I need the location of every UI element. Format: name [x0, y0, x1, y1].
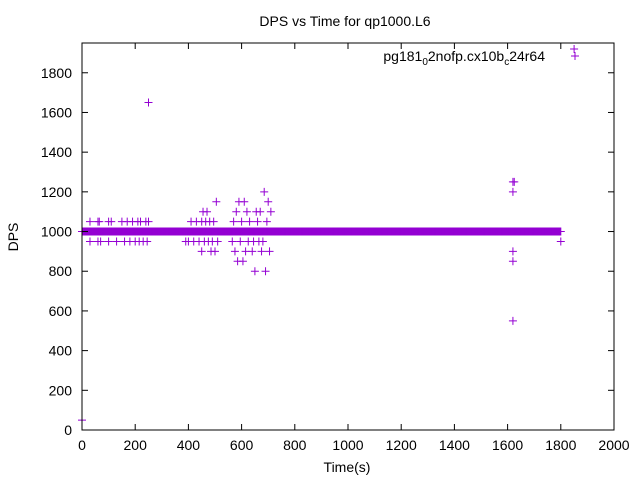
data-point — [508, 316, 517, 325]
data-point — [209, 217, 218, 226]
data-point — [264, 197, 273, 206]
y-tick-label: 400 — [49, 343, 73, 359]
data-point — [229, 217, 238, 226]
legend-label-subscript: c — [504, 57, 509, 68]
data-point — [144, 217, 153, 226]
legend-label-part: 2nofp.cx10b — [428, 48, 504, 64]
data-point — [104, 237, 113, 246]
legend: pg18102nofp.cx10bc24r64 — [383, 48, 579, 68]
data-point — [112, 237, 121, 246]
data-point — [556, 227, 565, 236]
x-tick-label: 1200 — [386, 437, 417, 453]
chart-title: DPS vs Time for qp1000.L6 — [259, 13, 430, 29]
plot-area — [78, 44, 579, 425]
data-point — [238, 257, 247, 266]
data-point — [232, 207, 241, 216]
data-point — [508, 257, 517, 266]
data-point — [265, 247, 274, 256]
data-point — [556, 237, 565, 246]
data-point — [261, 267, 270, 276]
data-point — [95, 217, 104, 226]
data-point — [240, 197, 249, 206]
data-point — [260, 187, 269, 196]
data-point — [262, 217, 271, 226]
data-point — [253, 217, 262, 226]
y-tick-label: 0 — [64, 422, 72, 438]
x-tick-label: 1800 — [545, 437, 576, 453]
data-point — [96, 237, 105, 246]
data-point — [107, 217, 116, 226]
data-point — [570, 44, 579, 53]
data-point — [85, 217, 94, 226]
legend-label-subscript: 0 — [422, 57, 428, 68]
data-point — [211, 247, 219, 256]
data-point — [230, 247, 239, 256]
data-point — [212, 197, 221, 206]
data-point — [203, 207, 212, 216]
data-point — [228, 237, 237, 246]
y-axis-label: DPS — [5, 223, 21, 252]
x-tick-label: 800 — [283, 437, 307, 453]
data-point — [197, 247, 206, 256]
x-axis-label: Time(s) — [324, 459, 371, 475]
x-tick-label: 600 — [230, 437, 254, 453]
data-point — [257, 247, 266, 256]
data-point — [248, 247, 257, 256]
legend-marker — [571, 52, 579, 60]
data-point — [85, 237, 94, 246]
plot-frame — [81, 42, 615, 431]
x-tick-label: 1600 — [492, 437, 523, 453]
x-tick-label: 200 — [124, 437, 148, 453]
x-tick-label: 0 — [78, 437, 86, 453]
x-tick-label: 400 — [177, 437, 201, 453]
legend-label-part: pg181 — [383, 48, 422, 64]
data-point — [236, 237, 245, 246]
data-point — [510, 177, 519, 186]
data-point — [266, 207, 275, 216]
y-tick-label: 1200 — [41, 184, 72, 200]
y-tick-label: 1000 — [41, 224, 72, 240]
data-point — [213, 237, 222, 246]
data-point — [508, 187, 517, 196]
data-point — [144, 98, 153, 107]
y-tick-label: 1400 — [41, 144, 72, 160]
data-point — [250, 267, 259, 276]
y-tick-label: 800 — [49, 263, 73, 279]
x-tick-label: 1400 — [439, 437, 470, 453]
legend-label: pg18102nofp.cx10bc24r64 — [383, 48, 545, 68]
y-tick-label: 1800 — [41, 65, 72, 81]
y-tick-label: 200 — [49, 382, 73, 398]
data-point — [245, 217, 254, 226]
y-tick-label: 600 — [49, 303, 73, 319]
legend-marker-symbol — [571, 52, 579, 60]
legend-label-part: 24r64 — [509, 48, 545, 64]
x-tick-label: 1000 — [332, 437, 363, 453]
x-tick-label: 2000 — [598, 437, 629, 453]
y-tick-label: 1600 — [41, 104, 72, 120]
data-point — [242, 207, 251, 216]
data-point — [256, 207, 265, 216]
data-point — [237, 217, 246, 226]
data-point — [508, 247, 517, 256]
data-point — [258, 237, 267, 246]
axes: 0 200 400 600 800 1000 1200 1400 1600 1800 2000020… — [41, 43, 630, 453]
data-point — [143, 237, 152, 246]
